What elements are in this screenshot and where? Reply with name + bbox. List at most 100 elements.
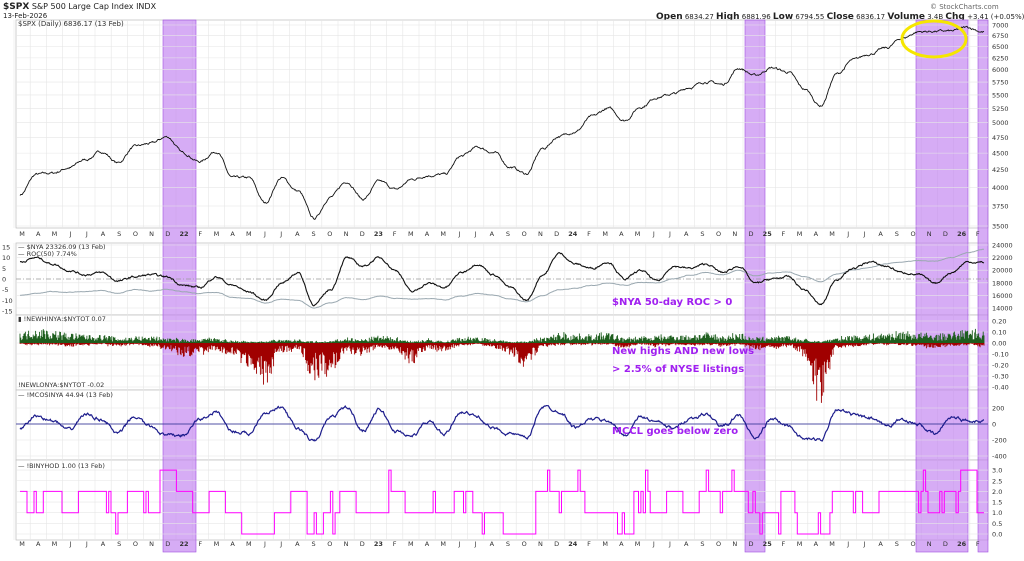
x-tick-label: J: [263, 540, 266, 548]
x-tick-label: M: [408, 230, 414, 238]
nya-y-tick-label: 16000: [992, 292, 1013, 300]
symbol: $SPX: [3, 2, 30, 12]
high-label: High: [716, 12, 740, 22]
roc-y-tick-label: -5: [2, 286, 8, 294]
x-tick-label: S: [895, 540, 899, 548]
x-tick-label: 26: [957, 540, 967, 548]
nh-y-tick-label: 0.20: [992, 318, 1006, 326]
x-tick-label: J: [846, 230, 849, 238]
x-tick-label: M: [440, 230, 446, 238]
x-tick-label: D: [554, 230, 559, 238]
roc-y-tick-label: -15: [2, 308, 13, 316]
nya-legend: — $NYA 23326.09 (13 Feb): [18, 243, 106, 251]
x-tick-label: M: [214, 540, 220, 548]
highlight-circle: [900, 19, 968, 59]
nh-y-tick-label: -0.20: [992, 362, 1009, 370]
spx-y-tick-label: 4250: [992, 166, 1009, 174]
spx-y-tick-label: 5500: [992, 91, 1009, 99]
roc-y-tick-label: 5: [2, 265, 6, 273]
x-tick-label: 24: [568, 540, 578, 548]
x-tick-label: J: [474, 230, 477, 238]
watermark: © StockCharts.com: [930, 3, 999, 11]
x-tick-label: M: [602, 540, 608, 548]
nya-y-tick-label: 18000: [992, 279, 1013, 287]
low-label: Low: [772, 12, 794, 22]
x-tick-label: S: [506, 230, 510, 238]
x-tick-label: S: [506, 540, 510, 548]
x-tick-label: S: [117, 540, 121, 548]
highlight-band: [744, 19, 766, 553]
x-tick-label: O: [522, 230, 527, 238]
x-tick-label: J: [85, 540, 88, 548]
chg-label: Chg: [945, 12, 965, 22]
spx-y-tick-label: 4000: [992, 184, 1009, 192]
panel-2: [15, 314, 989, 391]
x-tick-label: A: [878, 230, 883, 238]
x-tick-label: O: [716, 540, 721, 548]
x-tick-label: M: [246, 230, 252, 238]
x-tick-label: N: [149, 540, 154, 548]
x-tick-label: A: [490, 540, 495, 548]
x-tick-label: N: [732, 540, 737, 548]
x-tick-label: A: [619, 540, 624, 548]
binyhod-y-tick-label: 2.0: [992, 488, 1002, 496]
nh-bars: [19, 328, 985, 343]
x-tick-label: A: [230, 540, 235, 548]
x-tick-label: F: [782, 540, 786, 548]
x-tick-label: O: [910, 540, 915, 548]
x-tick-label: A: [878, 540, 883, 548]
open-label: Open: [656, 12, 683, 22]
new-highs-legend: ▮ !NEWHINYA:$NYTOT 0.07: [18, 315, 106, 323]
nya-line: [19, 248, 984, 309]
roc-y-tick-label: 15: [2, 244, 10, 252]
open-value: 6834.27: [684, 13, 714, 21]
x-tick-label: A: [295, 540, 300, 548]
spx-y-tick-label: 7000: [992, 22, 1009, 30]
x-tick-label: A: [101, 540, 106, 548]
mco-legend: — !MCOSINYA 44.94 (13 Feb): [18, 391, 113, 399]
x-tick-label: O: [910, 230, 915, 238]
binyhod-y-tick-label: 1.0: [992, 509, 1002, 517]
x-tick-label: J: [85, 230, 88, 238]
x-tick-label: J: [862, 540, 865, 548]
ohlc-summary: Open 6834.27 High 6881.96 Low 6794.55 Cl…: [656, 12, 1024, 22]
x-tick-label: M: [19, 540, 25, 548]
chg-value: +3.41 (+0.05%): [967, 13, 1024, 21]
x-tick-label: 22: [179, 230, 188, 238]
x-tick-label: S: [895, 230, 899, 238]
high-value: 6881.96: [741, 13, 771, 21]
x-tick-label: J: [668, 230, 671, 238]
x-tick-label: D: [943, 540, 948, 548]
x-tick-label: J: [457, 540, 460, 548]
binyhod-y-tick-label: 0.0: [992, 531, 1002, 539]
mco-annotation: MCCL goes below zero: [612, 426, 738, 437]
mco-y-tick-label: -400: [992, 453, 1007, 461]
nh-y-tick-label: 0.10: [992, 329, 1006, 337]
x-tick-label: S: [700, 540, 704, 548]
x-tick-label: N: [538, 540, 543, 548]
spx-y-tick-label: 3500: [992, 223, 1009, 231]
binyhod-y-tick-label: 2.5: [992, 477, 1002, 485]
highlight-band: [977, 19, 989, 553]
roc-legend: — ROC(50) 7.74%: [18, 250, 77, 258]
x-tick-label: A: [425, 230, 430, 238]
x-tick-label: J: [668, 540, 671, 548]
x-tick-label: A: [101, 230, 106, 238]
x-tick-label: A: [230, 230, 235, 238]
spx-legend: $SPX (Daily) 6836.17 (13 Feb): [18, 20, 124, 28]
x-tick-label: J: [846, 540, 849, 548]
x-tick-label: O: [133, 230, 138, 238]
x-tick-label: S: [312, 230, 316, 238]
nya-y-tick-label: 22000: [992, 254, 1013, 262]
new-lows-legend: !NEWLONYA:$NYTOT -0.02: [18, 381, 104, 389]
nya-y-tick-label: 24000: [992, 242, 1013, 250]
roc-y-tick-label: 10: [2, 254, 10, 262]
x-tick-label: N: [732, 230, 737, 238]
x-tick-label: M: [829, 540, 835, 548]
x-tick-label: M: [602, 230, 608, 238]
nh-y-tick-label: -0.10: [992, 351, 1009, 359]
nl-bars: [19, 343, 985, 403]
roc-y-tick-label: 0: [2, 276, 6, 284]
